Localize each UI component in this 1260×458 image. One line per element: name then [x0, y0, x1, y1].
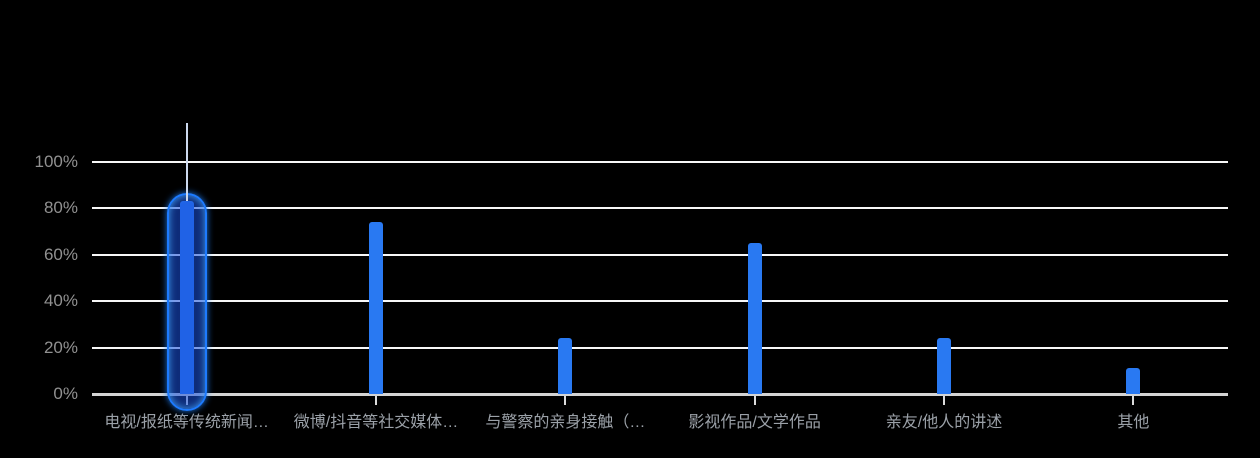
- bar-3[interactable]: [558, 338, 573, 394]
- x-axis-category-label: 亲友/他人的讲述: [885, 414, 1003, 431]
- x-axis-baseline: [92, 393, 1228, 396]
- x-axis-category-label: 其他: [1117, 414, 1150, 431]
- y-axis-label: 60%: [43, 244, 78, 264]
- crosshair-cursor-line: [185, 123, 188, 201]
- y-gridline: [92, 207, 1228, 210]
- x-axis-category-label: 与警察的亲身接触（…: [485, 414, 646, 431]
- x-axis-tick: [564, 396, 567, 405]
- x-axis-tick: [1132, 396, 1135, 405]
- x-axis-tick: [375, 396, 377, 405]
- x-axis-category-label: 微博/抖音等社交媒体…: [293, 414, 459, 431]
- selected-bar-highlight-ring: [166, 193, 207, 411]
- y-gridline: [92, 300, 1228, 303]
- x-axis-tick: [943, 396, 945, 405]
- x-axis-category-label: 影视作品/文学作品: [688, 414, 821, 431]
- y-axis-label: 80%: [43, 198, 78, 218]
- y-gridline: [92, 253, 1228, 256]
- y-axis-label: 20%: [43, 337, 78, 357]
- x-axis-category-label: 电视/报纸等传统新闻…: [104, 414, 269, 431]
- y-axis-label: 0%: [53, 384, 78, 403]
- y-axis-label: 100%: [34, 152, 78, 171]
- x-axis-tick: [753, 396, 756, 405]
- bar-6[interactable]: [1126, 368, 1141, 394]
- bar-4[interactable]: [747, 243, 762, 394]
- y-gridline: [92, 346, 1228, 349]
- y-axis-label: 40%: [43, 291, 78, 311]
- bar-2[interactable]: [369, 222, 383, 394]
- y-gridline: [92, 161, 1228, 163]
- bar-5[interactable]: [937, 338, 951, 394]
